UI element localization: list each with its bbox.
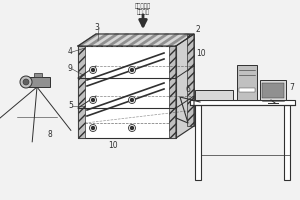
Polygon shape (123, 34, 143, 46)
Text: 压力装置: 压力装置 (136, 9, 149, 15)
Circle shape (128, 97, 136, 104)
Polygon shape (148, 34, 169, 46)
Polygon shape (173, 34, 194, 46)
Polygon shape (103, 34, 124, 46)
Circle shape (89, 66, 97, 73)
Circle shape (23, 79, 29, 85)
Polygon shape (88, 34, 109, 46)
Polygon shape (143, 34, 164, 46)
Polygon shape (108, 34, 128, 46)
Text: 10: 10 (108, 141, 118, 150)
Bar (260, 80, 286, 100)
Text: 7: 7 (289, 83, 294, 92)
Bar (284, 105, 290, 180)
Circle shape (128, 124, 136, 132)
Bar (78, 46, 85, 138)
Polygon shape (98, 34, 119, 46)
Bar (169, 46, 176, 138)
Bar (190, 100, 295, 105)
Polygon shape (153, 34, 173, 46)
Polygon shape (83, 34, 104, 46)
Text: 4: 4 (68, 47, 73, 56)
Polygon shape (158, 34, 178, 46)
Polygon shape (113, 34, 134, 46)
Bar (28, 77, 50, 87)
Circle shape (92, 98, 94, 102)
Bar (239, 88, 255, 92)
Circle shape (92, 127, 94, 130)
Circle shape (128, 66, 136, 73)
Text: 5: 5 (68, 101, 73, 110)
Polygon shape (133, 34, 154, 46)
Text: 疲劳试验机: 疲劳试验机 (135, 3, 151, 9)
Circle shape (92, 68, 94, 72)
Polygon shape (78, 34, 194, 46)
Text: 10: 10 (196, 49, 206, 58)
Text: 2: 2 (196, 25, 201, 34)
Bar (195, 90, 233, 100)
Text: 3: 3 (94, 23, 99, 32)
Text: 8: 8 (47, 130, 52, 139)
Bar (78, 46, 176, 138)
Bar (237, 65, 257, 100)
Circle shape (130, 68, 134, 72)
Polygon shape (78, 34, 98, 46)
Circle shape (89, 97, 97, 104)
Text: 6: 6 (185, 85, 190, 94)
Circle shape (130, 98, 134, 102)
Polygon shape (138, 34, 158, 46)
Polygon shape (118, 34, 139, 46)
Circle shape (20, 76, 32, 88)
Bar (34, 73, 42, 77)
Bar (187, 34, 194, 126)
Polygon shape (168, 34, 188, 46)
Polygon shape (176, 34, 194, 138)
Text: 9: 9 (68, 64, 73, 73)
Polygon shape (93, 34, 113, 46)
Polygon shape (163, 34, 184, 46)
Bar (195, 105, 201, 180)
Bar (262, 83, 284, 98)
Circle shape (130, 127, 134, 130)
Circle shape (89, 124, 97, 132)
Polygon shape (128, 34, 148, 46)
